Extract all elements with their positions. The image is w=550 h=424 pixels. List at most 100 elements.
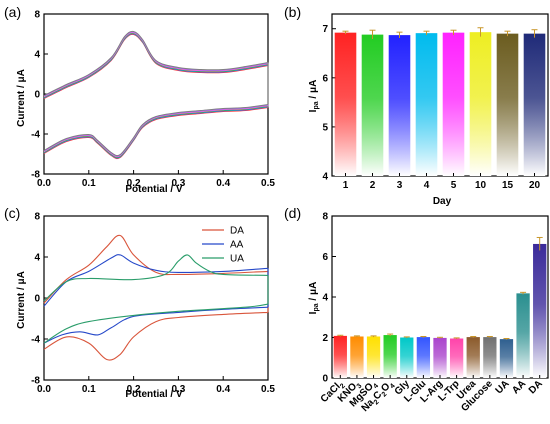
bar — [516, 293, 530, 378]
x-tick-label: 0.5 — [261, 384, 275, 395]
bar — [442, 32, 465, 177]
cv-curve-cathodic — [43, 104, 269, 157]
cv-series-aa-cathodic — [43, 306, 269, 344]
x-tick-label: DA — [527, 378, 545, 396]
x-tick-label: AA — [510, 378, 528, 396]
y-tick-label: 4 — [34, 253, 40, 264]
bar — [333, 335, 347, 378]
panel-a: Current / μA Potential / V 0.0 0.1 0.2 0.3 0… — [16, 10, 275, 196]
legend-label-aa: AA — [230, 240, 244, 251]
cv-series-ua-cathodic — [43, 303, 269, 344]
y-tick-label: 0 — [34, 294, 40, 305]
x-tick-label: 0.3 — [171, 384, 185, 395]
y-tick-label: 2 — [322, 333, 328, 344]
x-tick-label: 0.2 — [127, 384, 141, 395]
panel-d: Ipa / μA 02468CaCl2KNO3MgSO4Na2C2O4GlyL-… — [308, 212, 549, 414]
bar — [388, 35, 411, 176]
panel-b: Ipa / μA Day 4 5 6 7 1 2 3 4 5 10 15 20 — [308, 13, 549, 207]
x-tick-label: 4 — [424, 180, 430, 191]
y-tick-label: 4 — [34, 50, 40, 61]
x-tick-label: 0.0 — [37, 384, 51, 395]
x-tick-label: 0.4 — [216, 178, 230, 189]
x-tick-label: 0.2 — [127, 178, 141, 189]
bar — [350, 336, 364, 378]
x-tick-label: 0.4 — [216, 384, 230, 395]
x-tick-label: 2 — [370, 180, 376, 191]
x-tick-label: 0.1 — [82, 178, 96, 189]
cv-curve-anodic — [43, 32, 269, 98]
y-tick-label: 8 — [34, 212, 40, 223]
bar — [361, 34, 384, 177]
x-tick-label: 15 — [502, 180, 514, 191]
cv-curve-anodic — [43, 33, 269, 99]
x-tick-label: 3 — [397, 180, 403, 191]
y-tick-label: 5 — [322, 122, 328, 133]
panel-b-label: (b) — [284, 4, 301, 20]
panel-c: Current / μA Potential / V 0.0 0.1 0.2 0.3 0… — [16, 212, 275, 401]
cv-series-ua-anodic — [43, 254, 269, 302]
x-tick-label: 0.3 — [171, 178, 185, 189]
bar — [366, 336, 381, 378]
y-tick-label: -4 — [31, 335, 40, 346]
panel-a-label: (a) — [4, 4, 21, 20]
y-tick-label: 4 — [322, 293, 328, 304]
x-tick-label: 1 — [343, 180, 349, 191]
y-tick-label: 0 — [322, 374, 328, 385]
bar — [466, 337, 480, 378]
bar — [449, 338, 464, 378]
cv-curve-cathodic — [43, 104, 269, 157]
y-tick-label: 6 — [322, 73, 328, 84]
panel-d-ylabel: Ipa / μA — [308, 282, 320, 315]
cv-curve-cathodic — [43, 106, 269, 159]
cv-curve-anodic — [43, 33, 269, 99]
x-tick-label: 5 — [451, 180, 457, 191]
panel-b-ylabel: Ipa / μA — [308, 80, 320, 113]
plot-frame — [331, 13, 549, 177]
cv-curve-anodic — [43, 32, 269, 98]
legend-label-da: DA — [230, 226, 244, 237]
bar — [415, 33, 438, 177]
y-tick-label: 0 — [34, 90, 40, 101]
legend-label-ua: UA — [230, 254, 244, 265]
cv-curve-anodic — [43, 30, 269, 96]
panel-c-ylabel: Current / μA — [16, 271, 27, 329]
bar — [483, 337, 497, 378]
y-tick-label: -8 — [31, 170, 40, 181]
cv-series-da-cathodic — [43, 311, 269, 361]
bar — [523, 33, 546, 176]
y-tick-label: 8 — [322, 212, 328, 223]
y-tick-label: 8 — [34, 10, 40, 21]
panel-a-xlabel: Potential / V — [125, 184, 183, 195]
cv-curve-cathodic — [43, 105, 269, 158]
bar — [433, 337, 447, 378]
bar — [496, 33, 519, 176]
x-tick-label: 20 — [529, 180, 541, 191]
bar — [416, 337, 431, 378]
x-tick-label: 0.5 — [261, 178, 275, 189]
panel-c-label: (c) — [4, 205, 20, 221]
x-tick-label: 0.0 — [37, 178, 51, 189]
bar — [499, 339, 514, 378]
plot-frame — [43, 13, 269, 175]
bar — [383, 335, 397, 378]
panel-c-xlabel: Potential / V — [125, 389, 183, 400]
cv-series-aa-anodic — [43, 254, 269, 307]
y-tick-label: 7 — [322, 24, 328, 35]
x-tick-label: 0.1 — [82, 384, 96, 395]
x-tick-label: UA — [494, 378, 512, 396]
panel-d-label: (d) — [284, 205, 301, 221]
bar — [400, 337, 414, 378]
panel-a-ylabel: Current / μA — [16, 69, 27, 127]
bar — [469, 32, 492, 176]
x-tick-label: 10 — [475, 180, 487, 191]
bar — [533, 243, 547, 378]
cv-curve-cathodic — [43, 105, 269, 158]
bar — [334, 32, 357, 177]
panel-b-xlabel: Day — [433, 196, 452, 207]
cv-series-da-anodic — [43, 234, 269, 304]
cv-curve-cathodic — [43, 107, 269, 160]
y-tick-label: 4 — [322, 172, 328, 183]
y-tick-label: -4 — [31, 130, 40, 141]
y-tick-label: 6 — [322, 252, 328, 263]
